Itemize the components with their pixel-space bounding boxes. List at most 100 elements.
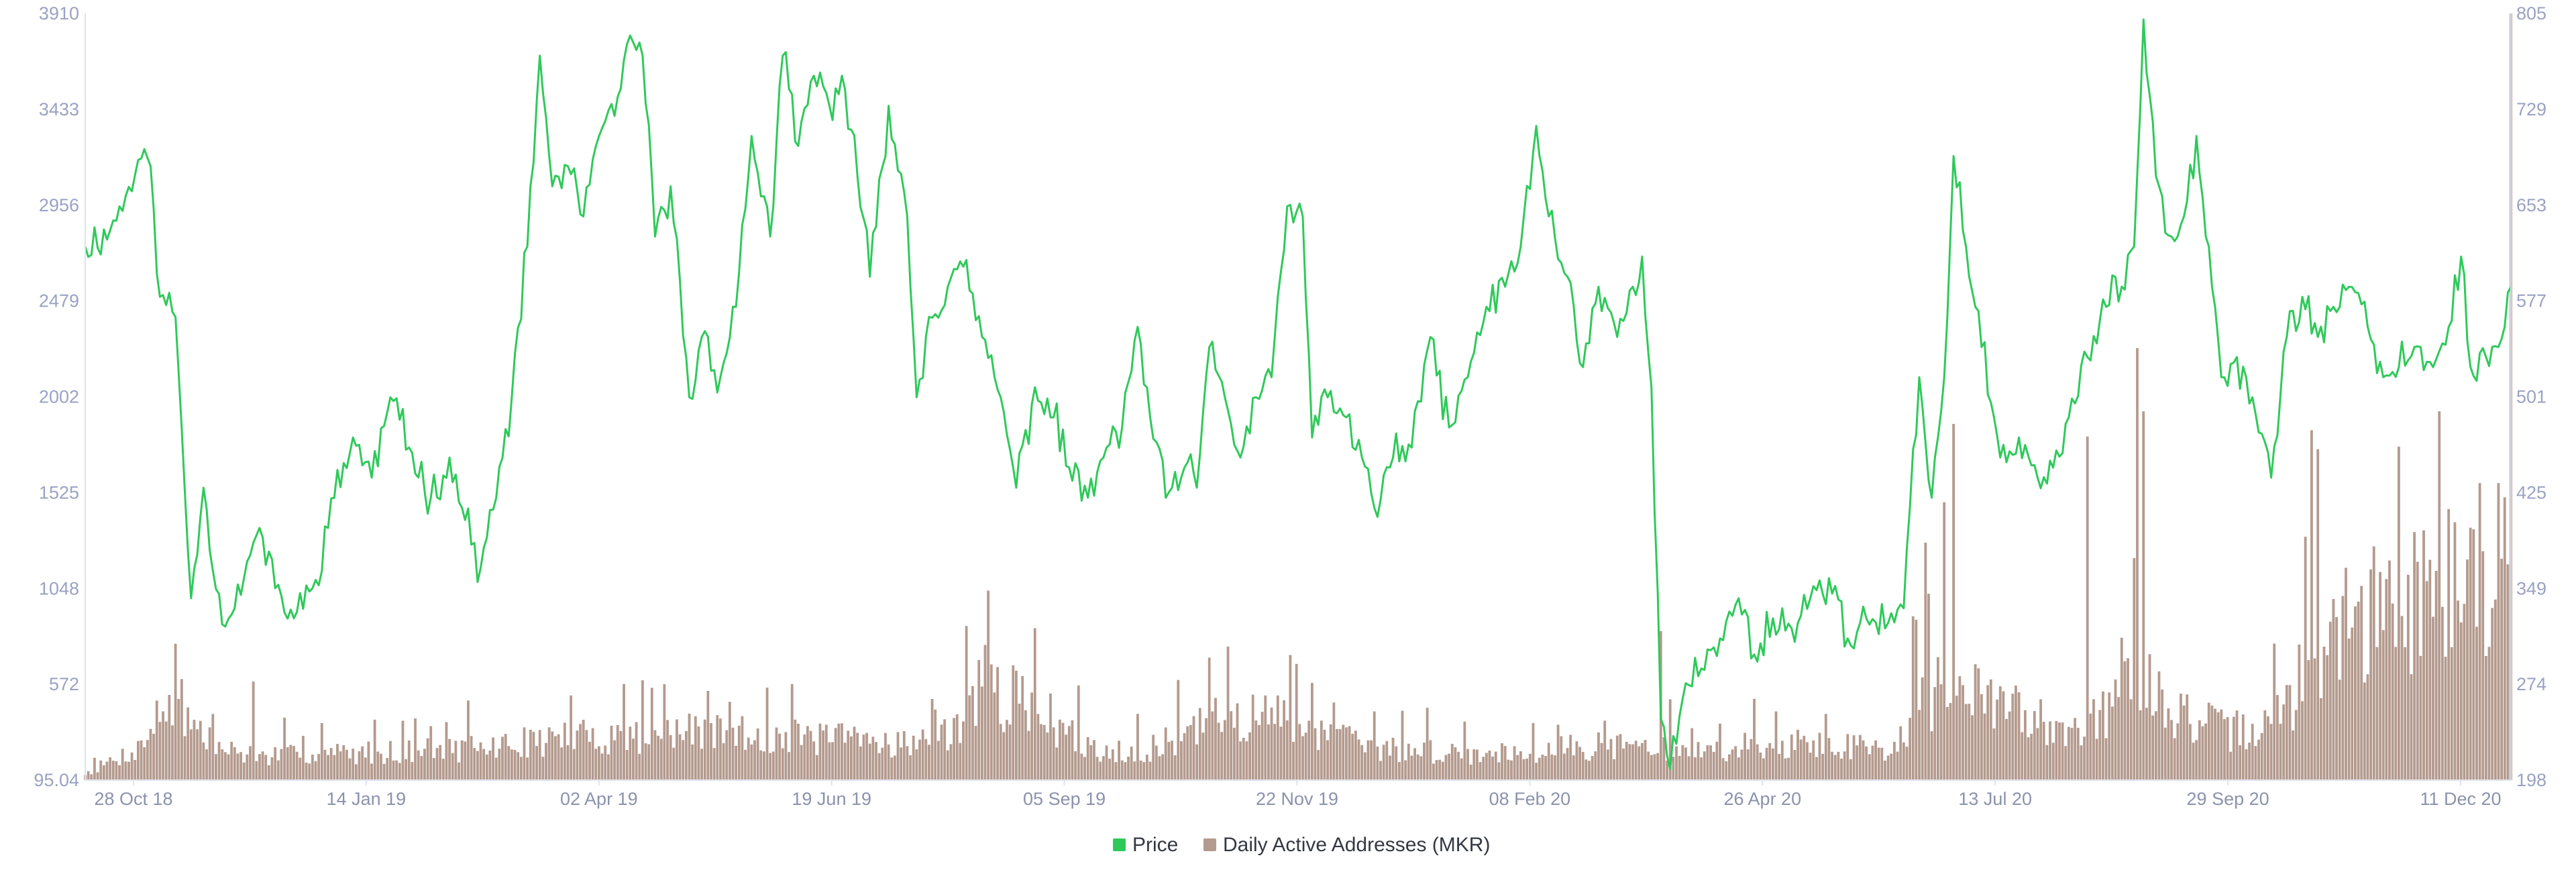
bar bbox=[1737, 757, 1740, 780]
bar bbox=[401, 720, 405, 780]
bar bbox=[1093, 740, 1095, 780]
bar bbox=[2322, 647, 2326, 780]
bar bbox=[625, 750, 629, 780]
bar bbox=[1248, 732, 1251, 780]
bar bbox=[1743, 732, 1747, 780]
bar bbox=[1460, 758, 1463, 780]
bar bbox=[429, 726, 433, 780]
bar bbox=[896, 732, 900, 780]
bar bbox=[2220, 709, 2223, 780]
bar bbox=[1049, 694, 1052, 780]
bar bbox=[1105, 745, 1108, 780]
bar bbox=[2425, 581, 2428, 780]
bar bbox=[451, 753, 454, 780]
bar bbox=[1267, 724, 1270, 780]
bar bbox=[105, 761, 109, 780]
bar bbox=[2410, 674, 2413, 780]
bar bbox=[1740, 749, 1743, 780]
bar bbox=[535, 746, 538, 780]
bar bbox=[579, 724, 582, 780]
right-axis-tick-label: 805 bbox=[2516, 3, 2546, 23]
bar bbox=[2260, 732, 2263, 780]
bar bbox=[712, 748, 716, 780]
bar bbox=[1572, 755, 1575, 780]
bar bbox=[1806, 742, 1809, 780]
x-axis-tick-label: 26 Apr 20 bbox=[1724, 789, 1802, 809]
bar bbox=[164, 721, 168, 780]
bar bbox=[1410, 755, 1413, 780]
bar bbox=[2481, 551, 2485, 780]
bar bbox=[598, 746, 600, 780]
bar bbox=[2045, 745, 2049, 780]
bar bbox=[354, 764, 358, 780]
bar bbox=[2434, 571, 2438, 780]
bar bbox=[1943, 502, 1946, 780]
bar bbox=[1784, 758, 1787, 780]
bar bbox=[1008, 724, 1012, 780]
legend-swatch-addresses bbox=[1203, 838, 1216, 851]
bar bbox=[1376, 747, 1379, 780]
bar bbox=[1768, 743, 1772, 780]
bar bbox=[1260, 712, 1264, 780]
bar bbox=[2051, 743, 2055, 780]
bar bbox=[778, 733, 782, 780]
bar bbox=[538, 730, 541, 780]
bar bbox=[1195, 744, 1199, 780]
bar bbox=[1021, 676, 1024, 780]
bar bbox=[1668, 699, 1672, 780]
bar bbox=[2201, 726, 2204, 780]
bar bbox=[576, 730, 579, 780]
bar bbox=[815, 755, 818, 780]
bar bbox=[1510, 760, 1513, 780]
bar bbox=[2301, 701, 2304, 780]
bar bbox=[1762, 758, 1765, 780]
bar bbox=[1843, 751, 1846, 780]
bar bbox=[1852, 735, 1856, 780]
bar bbox=[258, 754, 261, 780]
bar bbox=[494, 757, 498, 780]
bar bbox=[647, 744, 651, 780]
bar bbox=[1208, 657, 1211, 780]
bar bbox=[831, 742, 834, 780]
right-axis-tick-label: 653 bbox=[2516, 195, 2546, 215]
bar bbox=[1133, 761, 1136, 780]
bar bbox=[1120, 760, 1124, 780]
bar bbox=[295, 751, 299, 780]
bar bbox=[1787, 757, 1790, 780]
bar bbox=[1046, 732, 1049, 780]
bar bbox=[1036, 714, 1040, 780]
bar bbox=[1827, 738, 1831, 780]
bar bbox=[2011, 694, 2015, 780]
legend-item-addresses[interactable]: Daily Active Addresses (MKR) bbox=[1203, 834, 1490, 856]
bar bbox=[511, 749, 513, 780]
bar bbox=[588, 741, 591, 780]
bar bbox=[1600, 743, 1603, 780]
legend[interactable]: Price Daily Active Addresses (MKR) bbox=[1113, 834, 1490, 856]
bar bbox=[1497, 762, 1501, 780]
bar bbox=[1790, 734, 1793, 780]
bar bbox=[370, 763, 373, 780]
bar bbox=[2198, 720, 2201, 780]
x-axis-tick-label: 08 Feb 20 bbox=[1489, 789, 1571, 809]
bar bbox=[2263, 710, 2267, 780]
bar bbox=[2173, 738, 2176, 780]
bar bbox=[803, 734, 806, 780]
bar bbox=[1812, 740, 1815, 780]
bar bbox=[1089, 745, 1093, 780]
bar bbox=[2354, 606, 2357, 780]
legend-item-price[interactable]: Price bbox=[1113, 834, 1178, 856]
x-axis-tick-label: 11 Dec 20 bbox=[2420, 789, 2501, 809]
bar bbox=[619, 730, 623, 780]
bar bbox=[1205, 718, 1208, 780]
bar bbox=[1939, 684, 1943, 780]
bar bbox=[305, 762, 308, 780]
bar bbox=[2500, 558, 2503, 780]
bar bbox=[1457, 751, 1460, 780]
bar bbox=[600, 753, 604, 780]
bar bbox=[252, 682, 255, 780]
bar bbox=[1130, 747, 1133, 780]
bar bbox=[551, 731, 554, 780]
bar bbox=[2030, 734, 2033, 780]
bar bbox=[1656, 753, 1660, 780]
bar bbox=[1211, 711, 1214, 780]
